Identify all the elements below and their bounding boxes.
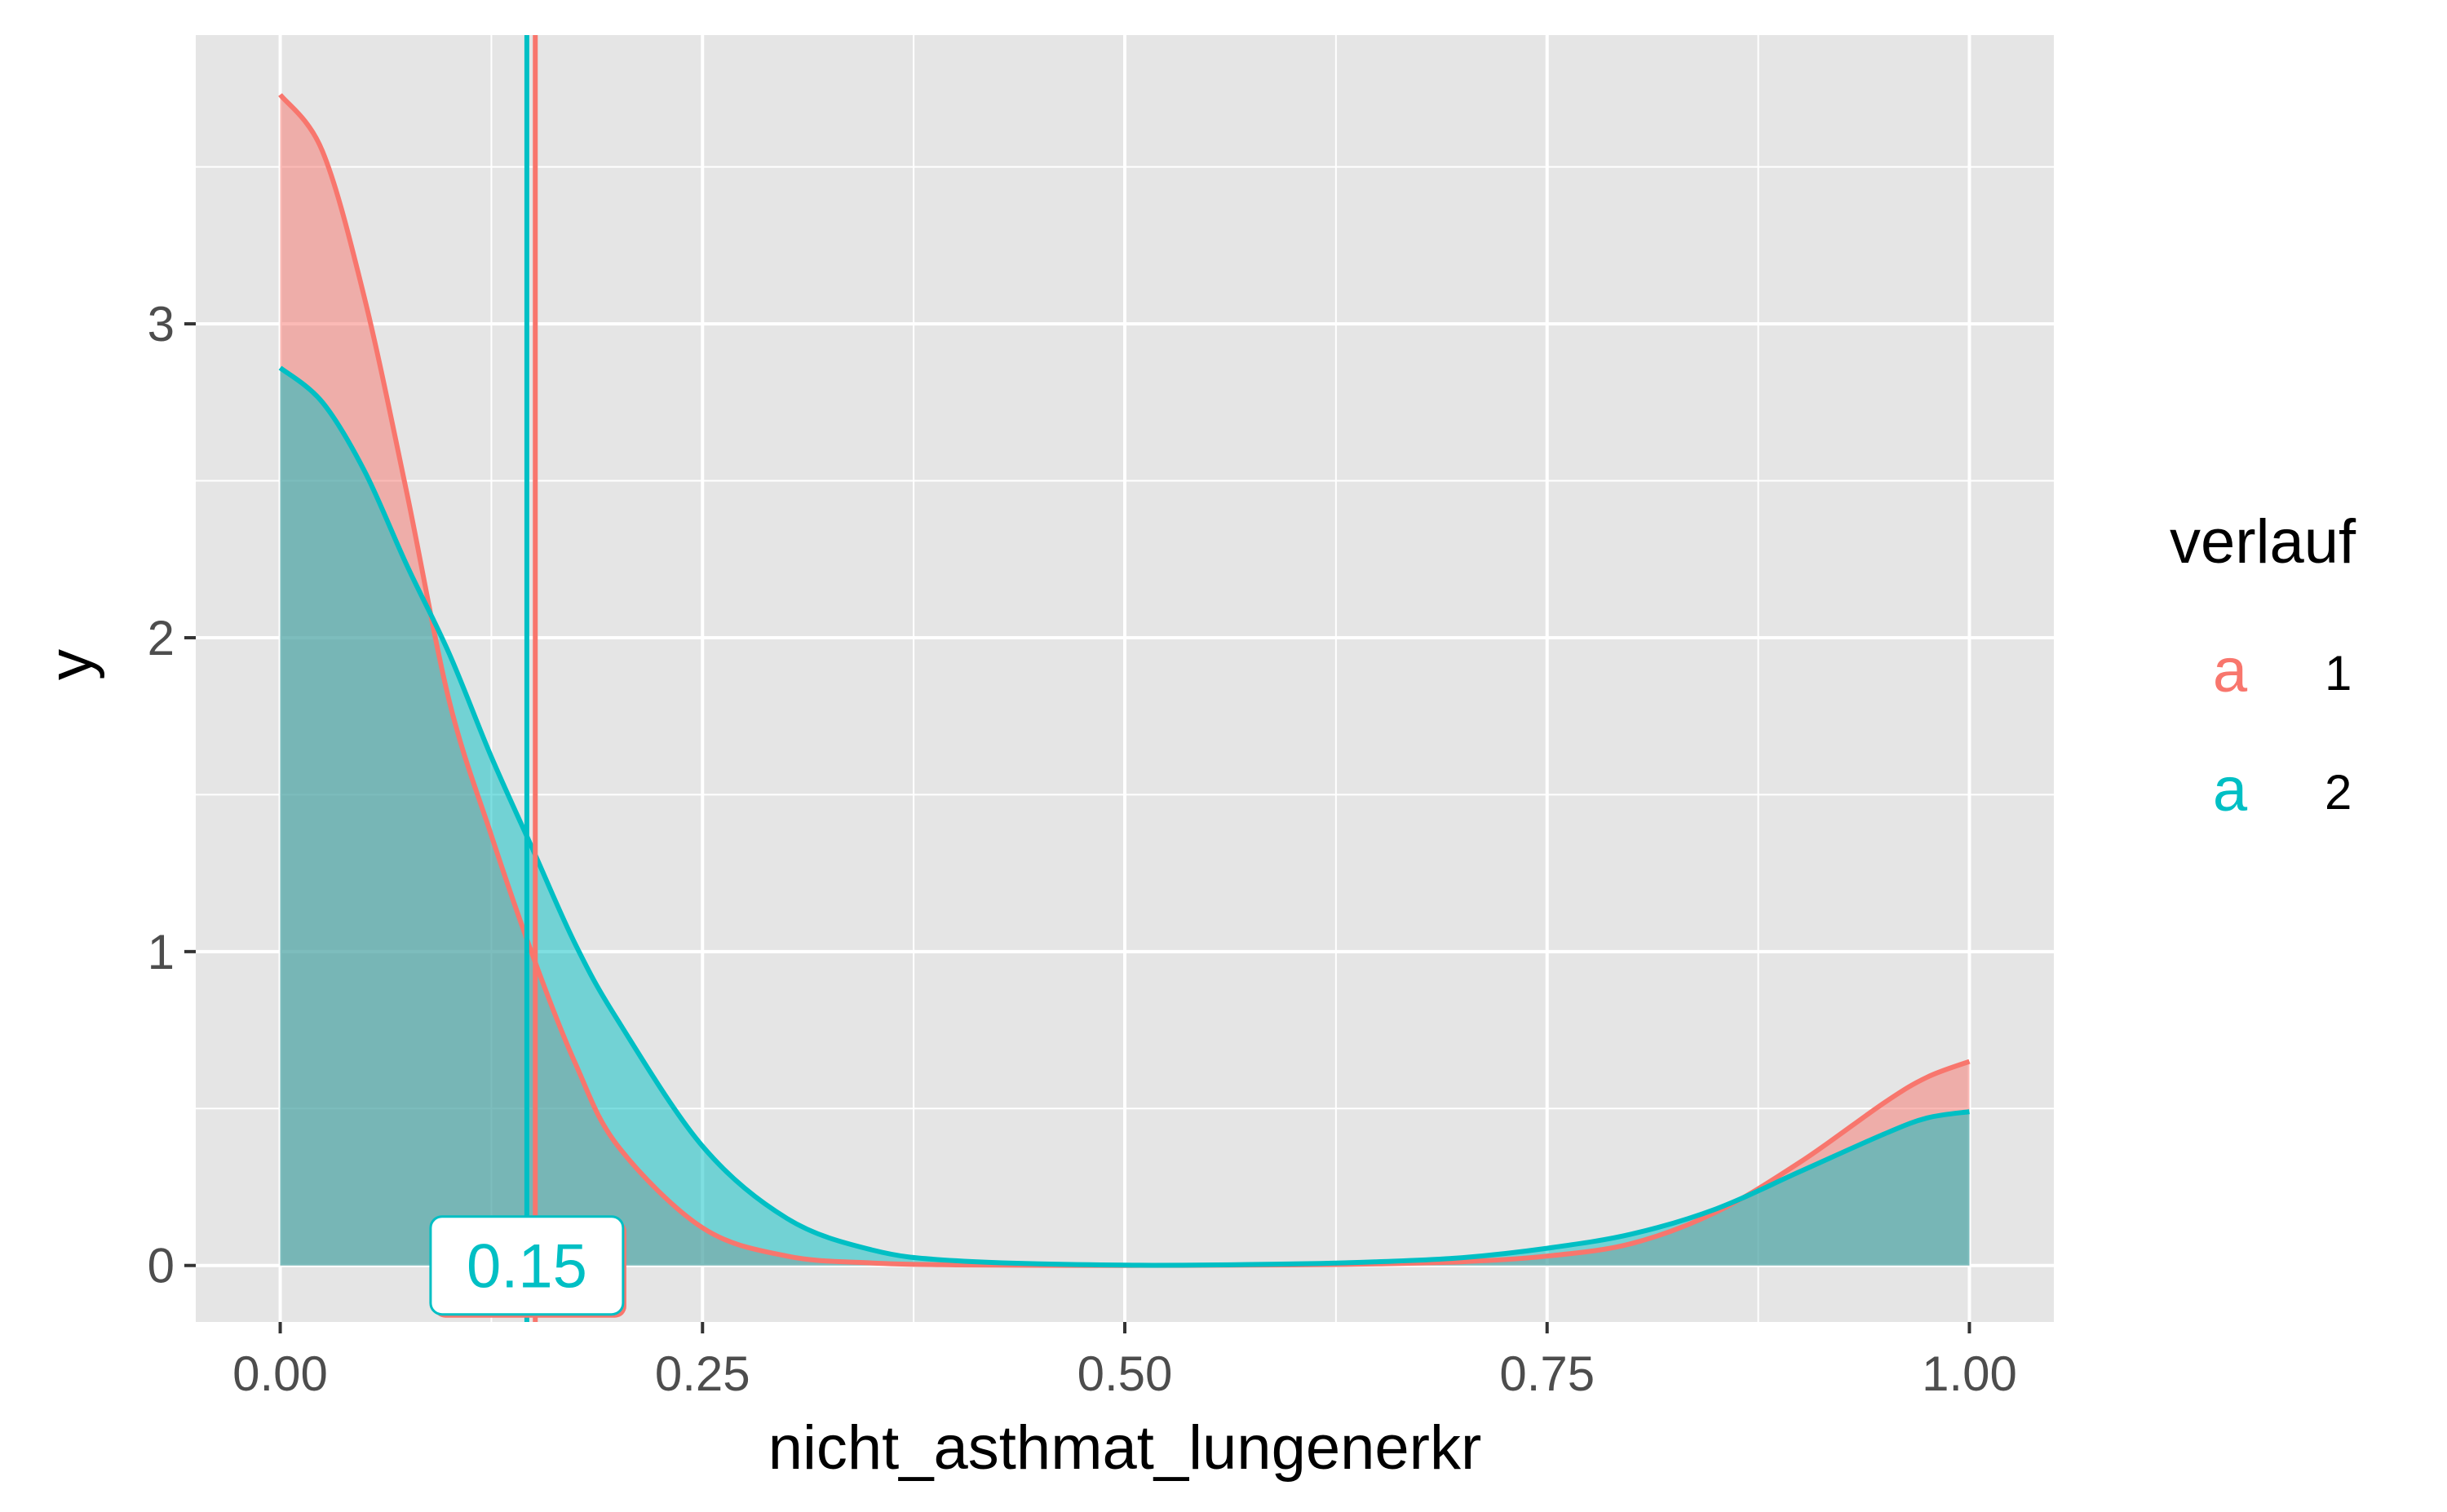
legend-item-1: a 1	[2213, 636, 2352, 705]
x-tick-label: 0.00	[232, 1346, 328, 1401]
y-tick-label: 3	[148, 297, 175, 351]
density-line-1	[278, 93, 1971, 1268]
x-tick-label: 1.00	[1922, 1346, 2017, 1401]
legend-item-2: a 2	[2213, 755, 2352, 825]
x-axis: 0.00 0.25 0.50 0.75 1.00	[232, 1322, 2017, 1401]
density-areas	[280, 95, 1970, 1266]
density-lines	[278, 93, 1971, 1268]
density-area-2	[280, 368, 1970, 1266]
density-line-2	[278, 365, 1970, 1268]
y-axis-title: y	[36, 649, 105, 680]
x-tick-label: 0.25	[655, 1346, 750, 1401]
legend-label-2: 2	[2325, 765, 2352, 820]
legend-key-2: a	[2213, 755, 2248, 825]
x-tick-label: 0.75	[1499, 1346, 1595, 1401]
legend-key-1: a	[2213, 636, 2248, 705]
reference-label: 0.15	[429, 1215, 626, 1318]
legend-label-1: 1	[2325, 646, 2352, 701]
reference-label-text: 0.15	[467, 1232, 587, 1302]
reference-lines	[524, 35, 538, 1322]
x-axis-title: nicht_asthmat_lungenerkr	[768, 1413, 1482, 1483]
y-tick-label: 2	[148, 611, 175, 665]
legend: verlauf a 1 a 2	[2170, 507, 2356, 825]
legend-title: verlauf	[2170, 507, 2356, 577]
x-tick-label: 0.50	[1077, 1346, 1173, 1401]
y-axis: 0 1 2 3	[148, 297, 196, 1293]
y-tick-label: 0	[148, 1239, 175, 1293]
reference-label-box	[429, 1215, 625, 1316]
y-tick-label: 1	[148, 925, 175, 979]
